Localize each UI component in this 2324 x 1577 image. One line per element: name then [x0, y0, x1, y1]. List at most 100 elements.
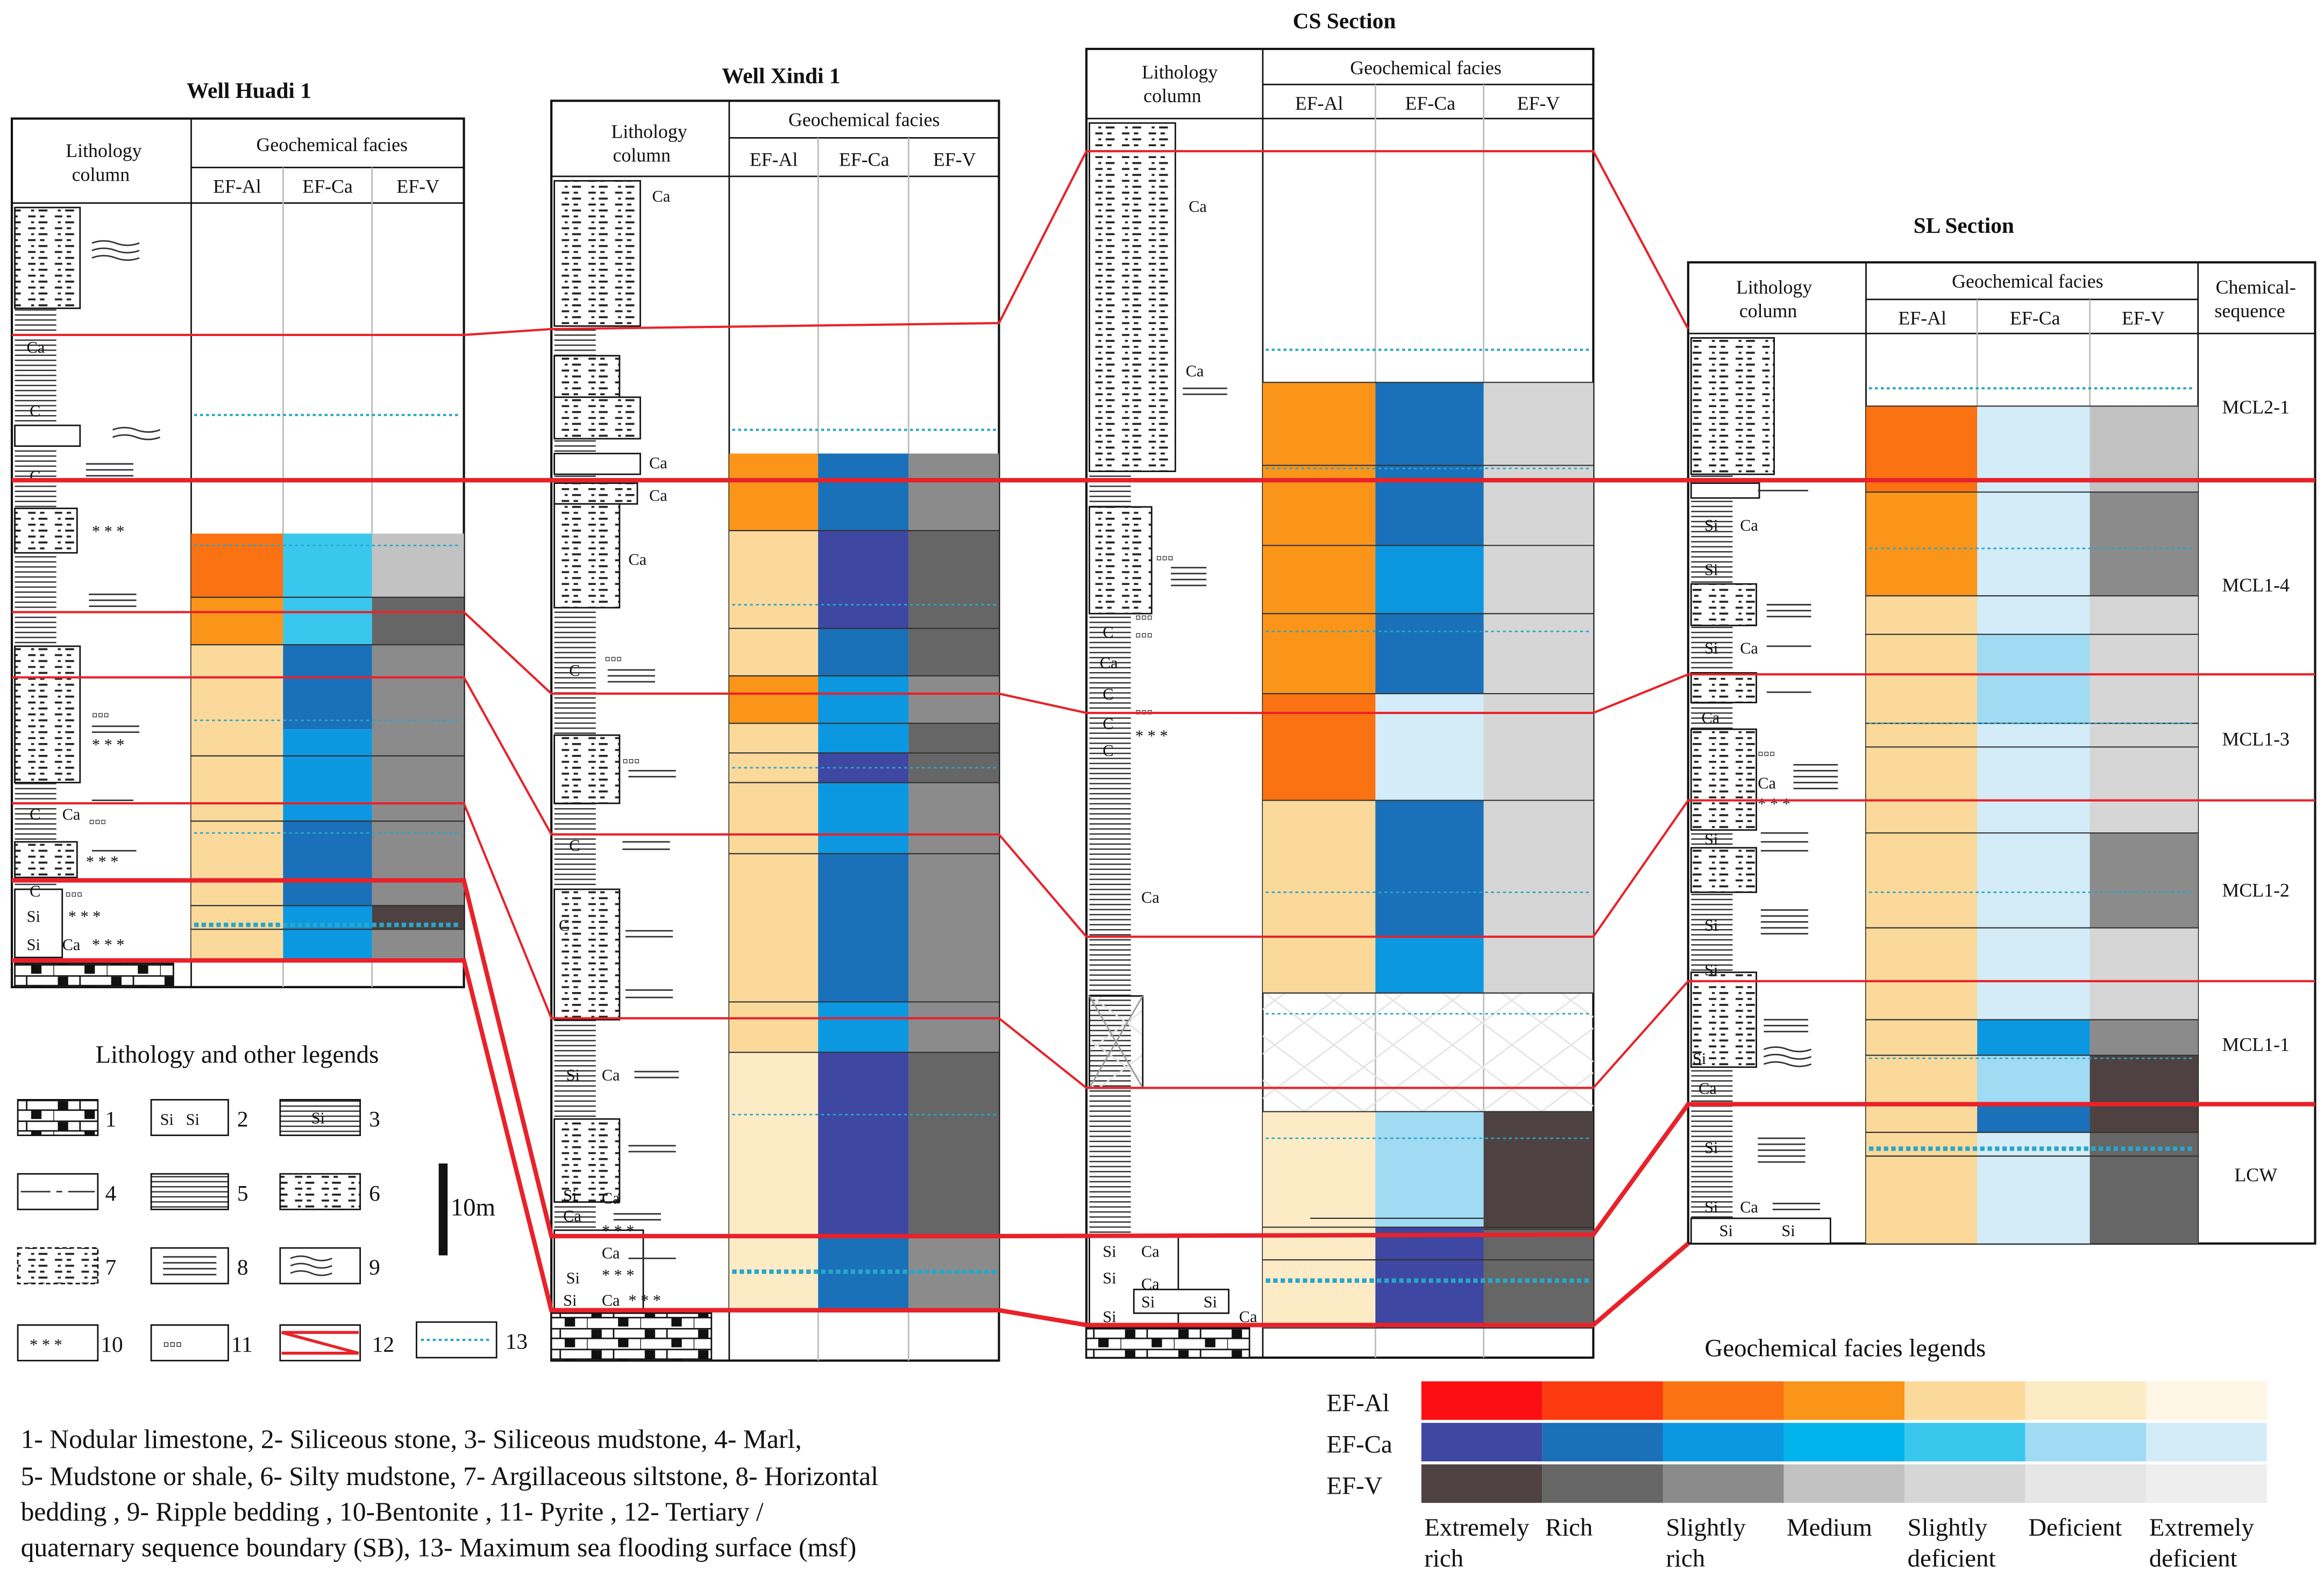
- facies-legend-level-label: Deficient: [2028, 1514, 2122, 1542]
- facies-legend-row-v: EF-V: [1326, 1472, 1382, 1500]
- huadi-facies-head: Geochemical facies: [257, 134, 408, 155]
- huadi-silty-4: [14, 841, 78, 879]
- sl-cell: [2090, 406, 2198, 493]
- xindi-cell: [818, 1002, 909, 1053]
- sl-marl-1: [1690, 482, 1760, 499]
- xindi-nodular: [550, 1312, 713, 1361]
- xindi-label-ca-6: Ca: [602, 1189, 620, 1207]
- cs-efal-head: EF-Al: [1295, 92, 1344, 114]
- sl-section-column: Lithology column Geochemical facies EF-Al…: [1687, 261, 2316, 1245]
- facies-legend-swatch: [1542, 1464, 1663, 1503]
- cs-cell: [1262, 800, 1376, 993]
- legend-num-1: 1: [105, 1107, 117, 1131]
- huadi-cell: [191, 597, 283, 645]
- xindi-bentonite-3: * * *: [628, 1291, 661, 1310]
- sl-efv-head: EF-V: [2122, 308, 2165, 329]
- xindi-si-block: [553, 1229, 644, 1311]
- sl-litho-head-l2: column: [1739, 300, 1797, 322]
- xindi-pyrite-2: ▫▫▫: [622, 752, 639, 770]
- legend-num-12: 12: [372, 1332, 394, 1357]
- xindi-label-si-4: Si: [563, 1291, 577, 1310]
- xindi-label-ca-9: Ca: [602, 1291, 620, 1310]
- cs-nodular: [1085, 1327, 1250, 1359]
- xindi-cell: [729, 853, 819, 1053]
- sl-label-ca-4: Ca: [1758, 774, 1776, 792]
- sl-si-block: [1690, 1217, 1831, 1245]
- huadi-shale: [15, 207, 56, 961]
- sl-silty-4: [1690, 728, 1757, 831]
- xindi-label-ca-7: Ca: [563, 1207, 581, 1225]
- cs-label-ca-4: Ca: [1141, 888, 1160, 907]
- xindi-cell: [908, 782, 999, 854]
- xindi-label-ca-4: Ca: [628, 550, 646, 568]
- facies-legend-swatch: [2146, 1381, 2267, 1420]
- sl-cell: [2090, 1019, 2198, 1055]
- huadi-label-ca-1: Ca: [27, 338, 45, 356]
- well-huadi-column: Lithology column Geochemical facies EF-Al…: [10, 117, 465, 988]
- xindi-silty-8: [553, 1118, 621, 1203]
- xindi-litho-head: Lithology column: [611, 120, 687, 166]
- facies-legend-swatch: [1783, 1464, 1905, 1503]
- facies-legend-swatch: [1421, 1423, 1543, 1461]
- legend-swatch-12-lines: [281, 1331, 359, 1355]
- xindi-cell: [818, 1052, 909, 1236]
- xindi-cell: [729, 723, 819, 854]
- facies-legend-swatch: [1904, 1423, 2025, 1461]
- xindi-label-ca-2: Ca: [649, 454, 667, 472]
- legend-note-2: 5- Mudstone or shale, 6- Silty mudstone,…: [21, 1461, 878, 1491]
- xindi-label-c-2: C: [569, 836, 580, 854]
- cs-section-column: Lithology column Geochemical facies EF-Al…: [1085, 47, 1595, 1359]
- huadi-litho-head-l1: Lithology: [66, 140, 141, 161]
- cs-cell: [1375, 800, 1484, 937]
- facies-legend-level-label: deficient: [2149, 1545, 2237, 1573]
- huadi-cell: [283, 821, 372, 881]
- xindi-efal-head: EF-Al: [750, 149, 798, 170]
- sl-cell: [2090, 1132, 2198, 1244]
- sl-hbed: [1758, 490, 1838, 1210]
- xindi-cell: [818, 530, 909, 629]
- cs-cell: [1375, 545, 1484, 614]
- huadi-nodular: [14, 962, 174, 988]
- facies-legend-swatch: [2025, 1464, 2147, 1503]
- legend-swatch-8: [150, 1247, 229, 1285]
- cs-cell: [1375, 1227, 1484, 1328]
- facies-legend-level-label: rich: [1424, 1545, 1463, 1573]
- legend-num-4: 4: [105, 1181, 117, 1205]
- sl-label-si-5: Si: [1704, 916, 1718, 934]
- cs-silty-2: [1089, 506, 1153, 615]
- facies-legend-title: Geochemical facies legends: [1705, 1334, 1986, 1362]
- facies-legend-row-al: EF-Al: [1326, 1389, 1389, 1417]
- huadi-cell: [283, 905, 372, 961]
- sl-cell: [2090, 833, 2198, 928]
- xindi-label-ca-1: Ca: [652, 187, 671, 205]
- sl-silty-6: [1690, 971, 1757, 1068]
- xindi-cell: [818, 853, 909, 1002]
- cs-cell: [1262, 1111, 1376, 1328]
- xindi-silty-3: [553, 396, 641, 440]
- cs-label-c-1: C: [1103, 623, 1113, 641]
- facies-legend-swatch: [1783, 1381, 1905, 1420]
- xindi-cell: [818, 676, 909, 753]
- facies-legend-swatch: [1904, 1381, 2025, 1420]
- cs-cell: [1483, 1111, 1594, 1230]
- cs-label-ca-7: Ca: [1239, 1308, 1257, 1326]
- sl-bentonite-1: * * *: [1758, 795, 1790, 813]
- xindi-cell: [729, 676, 819, 724]
- sl-label-ca-2: Ca: [1740, 639, 1758, 658]
- legend-num-6: 6: [369, 1181, 380, 1205]
- cs-si-block-2: [1133, 1288, 1229, 1314]
- legend-num-7: 7: [105, 1255, 117, 1280]
- cs-label-si-4: Si: [1204, 1293, 1217, 1311]
- xindi-silty-7: [553, 888, 621, 1021]
- xindi-silty-1: [553, 180, 641, 327]
- facies-legend-swatch: [1783, 1423, 1905, 1461]
- huadi-cell: [372, 929, 464, 961]
- sl-chem-head-l2: sequence: [2215, 300, 2285, 322]
- sl-cell: [1977, 1055, 2090, 1103]
- lithology-legend-title: Lithology and other legends: [96, 1040, 379, 1068]
- well-xindi-column: Lithology column Geochemical facies EF-Al…: [550, 99, 1000, 1362]
- cs-cell: [1483, 1230, 1594, 1328]
- xindi-cell: [729, 453, 819, 531]
- sl-silty-3: [1690, 672, 1757, 703]
